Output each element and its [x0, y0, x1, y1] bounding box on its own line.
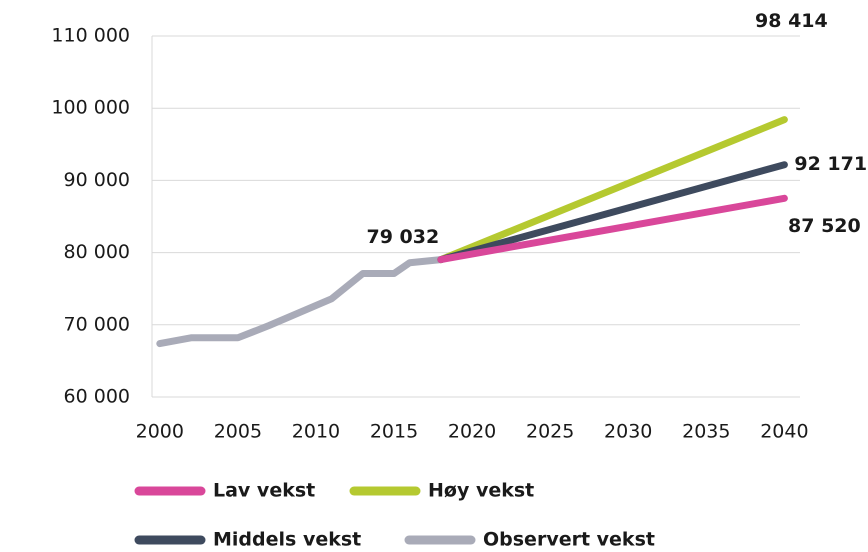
y-tick-label: 70 000: [64, 313, 130, 335]
line-series: [156, 256, 445, 348]
legend-label: Lav vekst: [213, 480, 315, 502]
x-tick-label: 2005: [214, 421, 262, 443]
line-series: [437, 194, 788, 264]
line-series: [437, 116, 788, 264]
legend-label: Høy vekst: [428, 480, 534, 502]
x-tick-label: 2020: [448, 421, 496, 443]
y-tick-label: 80 000: [64, 241, 130, 263]
x-tick-label: 2000: [136, 421, 184, 443]
y-tick-label: 110 000: [51, 25, 130, 47]
x-tick-label: 2025: [526, 421, 574, 443]
legend-label: Observert vekst: [483, 529, 655, 551]
data-label: 79 032: [367, 226, 440, 248]
x-tick-label: 2030: [604, 421, 652, 443]
y-tick-label: 100 000: [51, 97, 130, 119]
legend-label: Middels vekst: [213, 529, 361, 551]
data-label: 92 171: [794, 153, 867, 175]
y-tick-label: 90 000: [64, 169, 130, 191]
x-tick-label: 2015: [370, 421, 418, 443]
x-tick-label: 2010: [292, 421, 340, 443]
y-tick-label: 60 000: [64, 386, 130, 408]
x-tick-label: 2040: [760, 421, 808, 443]
line-series: [437, 161, 788, 264]
x-tick-label: 2035: [682, 421, 730, 443]
data-label: 98 414: [755, 10, 828, 32]
data-label: 87 520: [788, 215, 861, 237]
